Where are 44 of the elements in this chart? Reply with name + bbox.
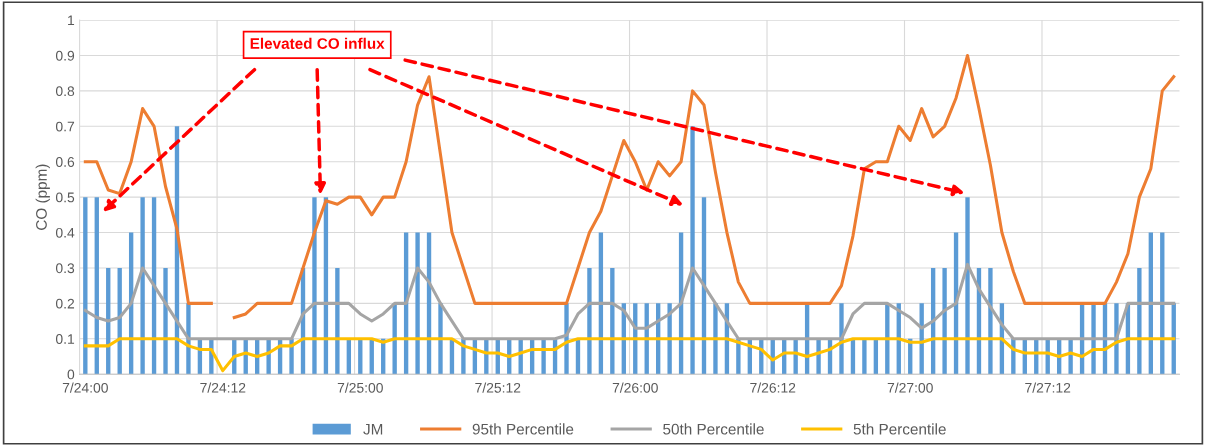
x-tick-label: 7/26:00 — [612, 382, 658, 393]
y-tick-label: 1 — [68, 15, 75, 26]
bar — [1137, 267, 1142, 375]
bar — [438, 303, 443, 375]
x-tick-label: 7/27:00 — [887, 382, 933, 393]
y-tick-label: 0.6 — [55, 157, 75, 167]
bar — [587, 267, 592, 375]
x-tick-label: 7/24:00 — [62, 382, 108, 393]
y-tick-label: 0.7 — [55, 121, 75, 132]
bar — [690, 126, 695, 375]
bar — [415, 232, 420, 375]
legend-label: 5th Percentile — [853, 423, 946, 435]
x-tick-label: 7/25:12 — [475, 382, 521, 393]
y-tick-label: 0.4 — [55, 227, 75, 238]
y-tick-label: 0.8 — [55, 86, 75, 97]
legend-label: 95th Percentile — [472, 423, 574, 435]
bar — [163, 267, 168, 375]
bar — [140, 197, 145, 375]
bar — [988, 267, 993, 375]
y-axis-title: CO (ppm) — [35, 164, 50, 230]
legend-label: 50th Percentile — [663, 423, 764, 435]
x-tick-label: 7/27:12 — [1025, 382, 1071, 393]
legend-label: JM — [363, 423, 383, 435]
bar — [83, 197, 88, 375]
bar — [312, 197, 317, 375]
x-tick-label: 7/26:12 — [750, 382, 796, 393]
y-tick-label: 0 — [67, 369, 75, 380]
y-tick-label: 0.5 — [55, 192, 75, 203]
line-series — [83, 337, 1176, 373]
y-tick-label: 0.2 — [55, 298, 75, 309]
bar — [862, 338, 867, 375]
line-series — [83, 262, 1176, 341]
bar — [942, 267, 947, 375]
y-tick-label: 0.9 — [55, 50, 75, 61]
bar — [965, 197, 970, 375]
bar — [610, 267, 615, 375]
annotation: Elevated CO influx — [250, 37, 385, 49]
bar — [335, 267, 340, 375]
y-tick-label: 0.1 — [55, 334, 75, 344]
bar — [392, 303, 397, 375]
x-tick-label: 7/25:00 — [337, 382, 383, 393]
y-tick-label: 0.3 — [55, 263, 75, 274]
bar — [713, 303, 718, 375]
x-tick-label: 7/24:12 — [200, 382, 246, 393]
